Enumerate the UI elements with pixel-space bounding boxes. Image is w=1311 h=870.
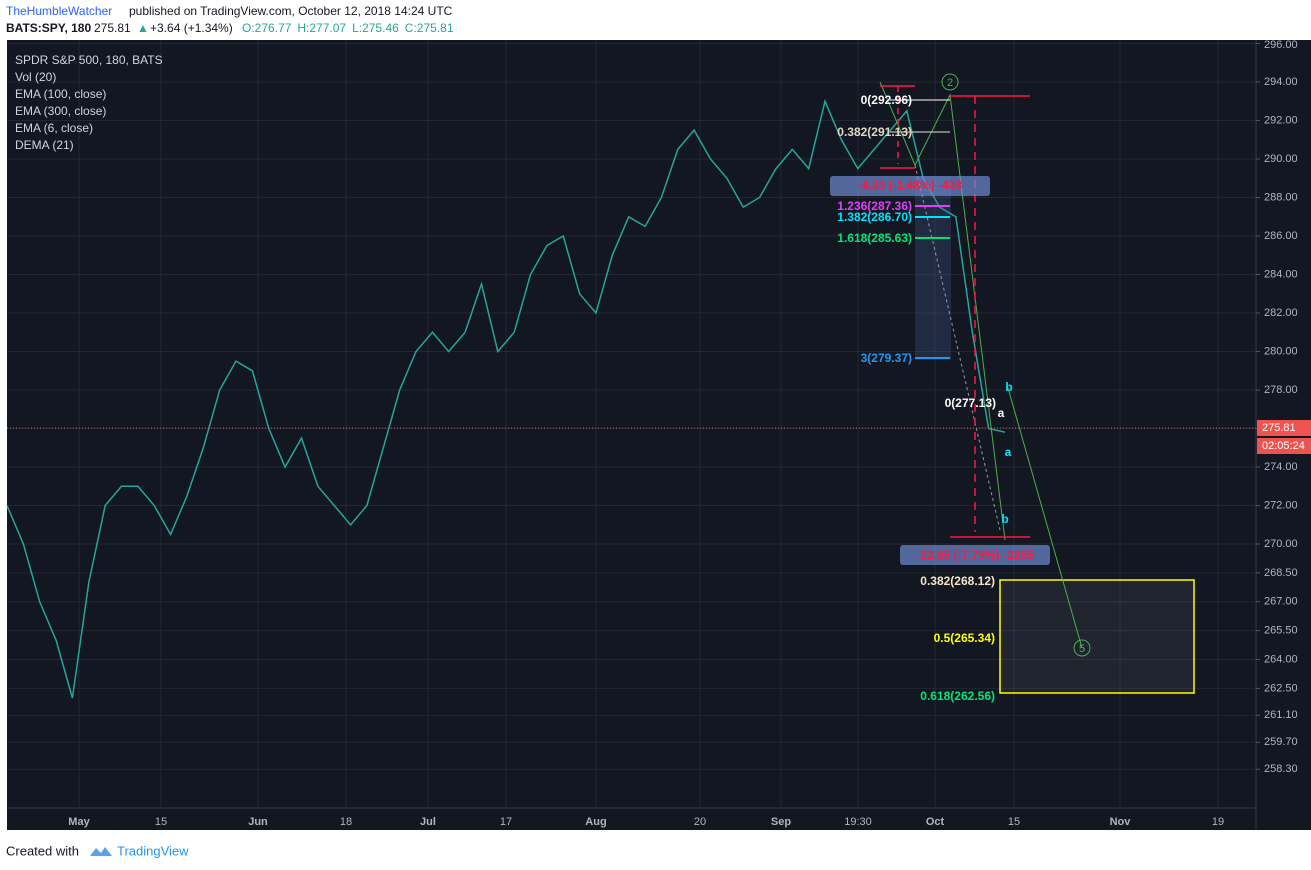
legend-entry: Vol (20) [15,70,56,84]
price-tick-label: 267.00 [1264,596,1298,608]
chart-pane [7,40,1256,808]
ohlc-value: O:276.77 [242,21,292,35]
price-tick-label: 261.10 [1264,709,1298,721]
price-tick-label: 280.00 [1264,345,1298,357]
price-tick-label: 262.50 [1264,682,1298,694]
measure-box [900,545,1050,565]
time-tick-label: Jul [420,816,436,828]
last-price-tag-text: 275.81 [1262,422,1296,434]
price-tick-label: 274.00 [1264,461,1298,473]
symbol: BATS:SPY, 180 [6,21,91,35]
price-tick-label: 288.00 [1264,191,1298,203]
time-tick-label: 15 [155,816,167,828]
legend-entry: EMA (300, close) [15,104,106,118]
measure-label: -4.33 (-1.48%) -433 [858,178,962,192]
legend-entry: EMA (100, close) [15,87,106,101]
wave-circle [1073,639,1091,657]
projection-zone [915,176,951,360]
fib-label: 0.382(291.13) [837,125,912,139]
time-axis [7,808,1256,830]
fib-label: 1.236(287.36) [837,199,912,213]
last-price: 275.81 [94,21,131,35]
time-tick-label: Sep [771,816,791,828]
fib-label: 0.618(262.56) [920,689,995,703]
legend-entry: DEMA (21) [15,138,74,152]
target-box [999,579,1195,694]
price-tick-label: 264.00 [1264,653,1298,665]
price-tick-label: 296.00 [1264,39,1298,51]
countdown-tag [1257,438,1311,454]
fib-label: 3(279.37) [861,351,912,365]
footer-text: Created with [6,843,79,858]
wave-line [1007,387,1083,649]
price-tick-label: 265.50 [1264,625,1298,637]
wave-label: a [1005,445,1012,459]
price-tick-label: 270.00 [1264,538,1298,550]
price-tick-label: 272.00 [1264,499,1298,511]
wave-label: 2 [947,77,953,89]
price-tick-label: 268.50 [1264,567,1298,579]
published-line: published on TradingView.com, October 12… [129,4,453,18]
time-tick-label: Aug [585,816,606,828]
time-tick-label: May [68,816,90,828]
time-tick-label: 20 [694,816,706,828]
measure-box [830,176,990,196]
trend-dash [914,164,1001,531]
price-tick-label: 292.00 [1264,114,1298,126]
wave-label: a [998,406,1005,420]
author[interactable]: TheHumbleWatcher [6,4,112,18]
time-tick-label: 18 [340,816,352,828]
legend-entry: EMA (6, close) [15,121,93,135]
time-tick-label: Nov [1110,816,1132,828]
ohlc-value: C:275.81 [405,21,454,35]
up-arrow: ▲ [137,21,149,35]
time-tick-label: Oct [926,816,945,828]
ohlc-value: H:277.07 [297,21,346,35]
price-tick-label: 286.00 [1264,230,1298,242]
last-price-tag [1257,420,1311,436]
fib-label: 0(292.96) [861,93,912,107]
price-tick-label: 282.00 [1264,307,1298,319]
price-tick-label: 294.00 [1264,76,1298,88]
ohlc: O:276.77 H:277.07 L:275.46 C:275.81 [242,21,454,35]
footer-brand[interactable]: TradingView [117,843,189,858]
tv-logo [90,847,112,856]
wave-label: 5 [1079,643,1085,655]
change: +3.64 (+1.34%) [150,21,233,35]
time-tick-label: 19 [1212,816,1224,828]
fib-label: 0.5(265.34) [934,631,995,645]
fib-label: 0(277.13) [945,396,996,410]
countdown-text: 02:05:24 [1262,440,1305,452]
ohlc-value: L:275.46 [352,21,399,35]
time-tick-label: Jun [248,816,268,828]
time-tick-label: 19:30 [844,816,872,828]
time-tick-label: 15 [1008,816,1020,828]
price-line [6,98,1006,699]
fib-label: 1.618(285.63) [837,231,912,245]
wave-circle [941,73,959,91]
price-tick-label: 290.00 [1264,153,1298,165]
price-tick-label: 258.30 [1264,763,1298,775]
price-tick-label: 259.70 [1264,736,1298,748]
price-tick-label: 284.00 [1264,268,1298,280]
wave-label: b [1005,380,1012,394]
wave-label: b [1001,512,1008,526]
time-tick-label: 17 [500,816,512,828]
price-tick-label: 278.00 [1264,384,1298,396]
measure-label: -22.85 (-7.79%) -2285 [916,548,1034,562]
fib-label: 1.382(286.70) [837,210,912,224]
fib-label: 0.382(268.12) [920,574,995,588]
legend-entry: SPDR S&P 500, 180, BATS [15,53,163,67]
